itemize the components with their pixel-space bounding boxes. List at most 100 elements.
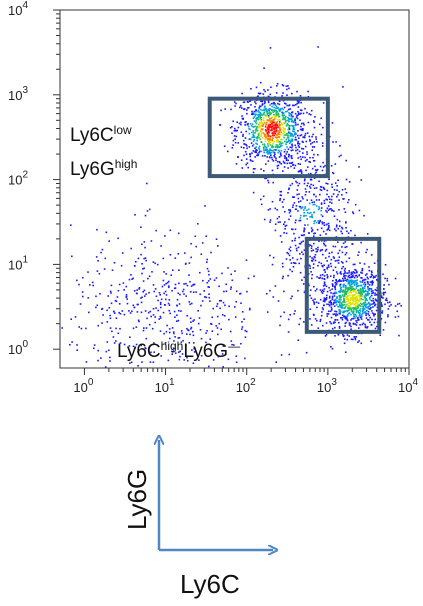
event-dot	[253, 120, 256, 122]
event-dot	[217, 333, 219, 336]
event-dot	[271, 144, 274, 147]
event-dot	[144, 214, 147, 217]
event-dot	[315, 136, 317, 138]
event-dot	[197, 322, 200, 325]
event-dot	[275, 112, 277, 115]
event-dot	[294, 262, 296, 264]
event-dot	[330, 346, 332, 348]
event-dot	[296, 181, 298, 184]
event-dot	[280, 194, 282, 197]
event-dot	[257, 114, 260, 116]
event-dot	[189, 280, 191, 283]
event-dot	[312, 249, 315, 251]
event-dot	[344, 317, 347, 319]
event-dot	[221, 353, 224, 355]
event-dot	[352, 283, 354, 285]
event-dot	[160, 355, 162, 357]
event-dot	[358, 292, 361, 294]
event-dot	[323, 202, 326, 204]
event-dot	[295, 205, 298, 207]
event-dot	[128, 345, 131, 347]
event-dot	[338, 300, 341, 302]
event-dot	[335, 310, 338, 313]
event-dot	[237, 126, 240, 129]
event-dot	[339, 303, 341, 305]
x-tick-label: 100	[73, 377, 93, 395]
event-dot	[380, 302, 383, 304]
event-dot	[270, 122, 273, 125]
event-dot	[257, 117, 259, 119]
event-dot	[298, 323, 300, 326]
event-dot	[185, 295, 187, 297]
event-dot	[272, 150, 274, 152]
event-dot	[269, 129, 272, 132]
event-dot	[365, 312, 367, 315]
event-dot	[304, 194, 307, 196]
event-dot	[364, 308, 366, 310]
event-dot	[366, 233, 369, 235]
gate-ly6c-low-ly6g-high[interactable]	[207, 96, 330, 179]
event-dot	[264, 155, 266, 157]
event-dot	[278, 156, 281, 158]
event-dot	[284, 128, 286, 130]
event-dot	[265, 115, 268, 118]
event-dot	[288, 126, 290, 128]
event-dot	[314, 298, 316, 300]
event-dot	[262, 93, 265, 95]
event-dot	[336, 185, 338, 187]
event-dot	[111, 269, 114, 271]
event-dot	[278, 108, 280, 111]
event-dot	[245, 330, 248, 333]
event-dot	[300, 109, 303, 112]
event-dot	[273, 140, 276, 143]
event-dot	[235, 135, 238, 138]
event-dot	[242, 133, 244, 136]
event-dot	[114, 299, 117, 302]
event-dot	[348, 270, 350, 272]
event-dot	[298, 205, 301, 208]
event-dot	[359, 280, 362, 283]
event-dot	[174, 352, 177, 354]
event-dot	[323, 199, 326, 202]
event-dot	[272, 111, 275, 113]
event-dot	[333, 322, 335, 324]
event-dot	[340, 261, 343, 263]
event-dot	[228, 318, 230, 321]
event-dot	[396, 310, 398, 313]
event-dot	[269, 153, 272, 155]
event-dot	[165, 294, 168, 296]
event-dot	[362, 290, 364, 293]
event-dot	[298, 143, 301, 145]
event-dot	[189, 303, 191, 306]
event-dot	[282, 132, 284, 135]
event-dot	[333, 305, 336, 307]
event-dot	[309, 156, 311, 159]
event-dot	[136, 289, 138, 291]
event-dot	[353, 336, 356, 338]
event-dot	[159, 303, 162, 306]
event-dot	[355, 305, 357, 308]
event-dot	[367, 286, 369, 289]
event-dot	[156, 354, 159, 356]
event-dot	[321, 215, 324, 218]
event-dot	[334, 182, 337, 184]
event-dot	[216, 303, 219, 305]
event-dot	[206, 261, 208, 263]
event-dot	[326, 315, 329, 317]
event-dot	[213, 279, 216, 281]
event-dot	[348, 291, 351, 294]
gate-ly6c-high-ly6g-neg[interactable]	[304, 236, 382, 334]
event-dot	[82, 295, 84, 298]
event-dot	[257, 92, 260, 95]
event-dot	[248, 125, 250, 128]
event-dot	[330, 308, 333, 310]
event-dot	[328, 196, 330, 198]
event-dot	[291, 240, 294, 242]
event-dot	[350, 285, 353, 288]
event-dot	[299, 271, 302, 274]
event-dot	[357, 306, 360, 309]
event-dot	[333, 276, 335, 279]
event-dot	[290, 149, 293, 152]
event-dot	[342, 295, 345, 298]
event-dot	[294, 262, 297, 265]
